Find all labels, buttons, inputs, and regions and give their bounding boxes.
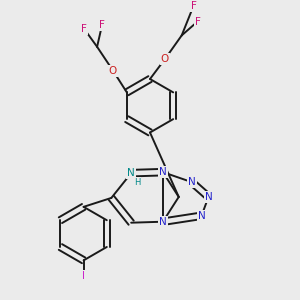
Text: F: F — [99, 20, 105, 30]
Text: F: F — [191, 1, 197, 11]
Text: N: N — [159, 167, 167, 177]
Text: H: H — [134, 178, 140, 187]
Text: I: I — [82, 271, 85, 281]
Text: O: O — [161, 54, 169, 64]
Text: N: N — [198, 211, 206, 221]
Text: O: O — [109, 66, 117, 76]
Text: F: F — [81, 24, 87, 34]
Text: N: N — [205, 192, 212, 202]
Text: F: F — [195, 16, 200, 26]
Text: N: N — [159, 217, 167, 227]
Text: N: N — [127, 168, 135, 178]
Text: N: N — [188, 177, 196, 187]
